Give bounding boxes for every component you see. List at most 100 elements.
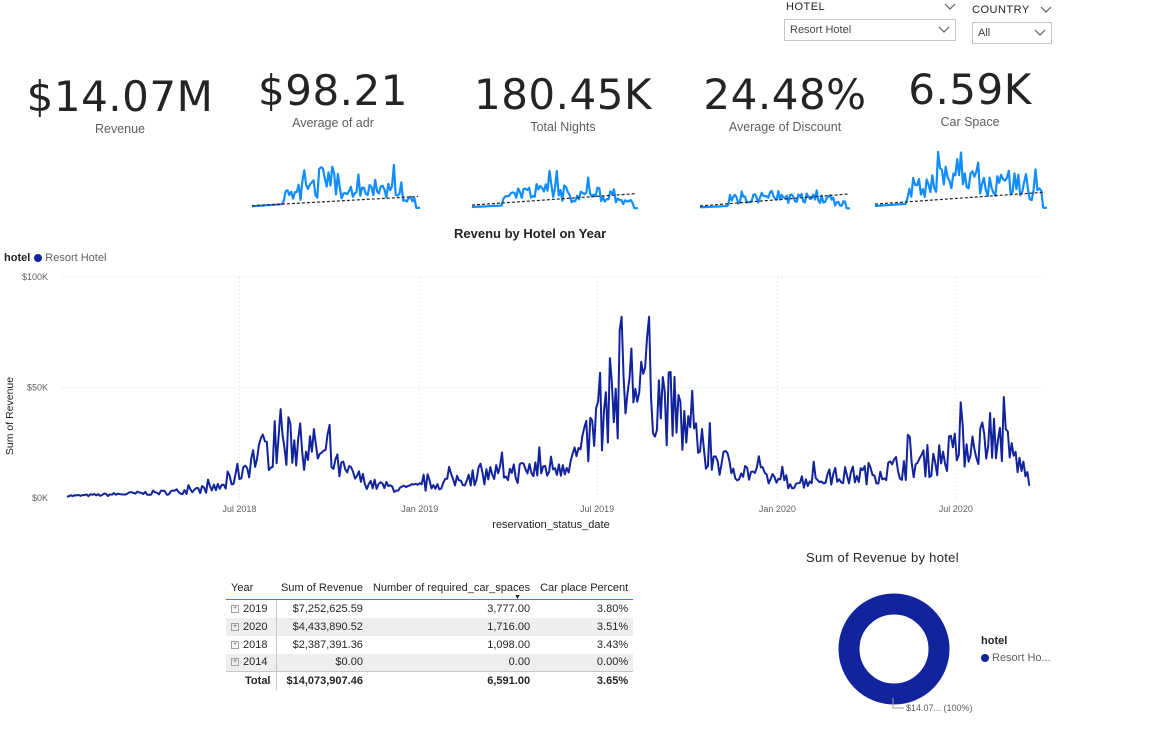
column-header-car-spaces-label: Number of required_car_spaces — [372, 582, 531, 594]
expand-icon[interactable]: + — [231, 622, 239, 631]
sparkline-series — [874, 150, 1047, 209]
chevron-down-icon[interactable] — [944, 3, 956, 11]
chevron-down-icon[interactable] — [1040, 6, 1052, 14]
car-percent-cell: 0.00% — [535, 653, 634, 672]
sparkline-trendline — [874, 191, 1046, 205]
chevron-down-icon — [1034, 29, 1046, 36]
hotel-slicer: HOTEL Resort Hotel — [784, 1, 956, 41]
car-percent-cell: 3.51% — [535, 617, 634, 636]
expand-icon[interactable]: + — [231, 640, 239, 649]
total-label: Total — [226, 671, 277, 690]
year-value: 2020 — [243, 620, 268, 633]
donut-legend-title: hotel — [981, 635, 1008, 647]
sparkline-trendline — [251, 195, 419, 207]
column-header-car-spaces[interactable]: Number of required_car_spaces ▼ — [367, 579, 536, 601]
country-slicer-label: COUNTRY — [972, 4, 1030, 16]
country-slicer: COUNTRY All — [972, 4, 1052, 44]
x-axis-label: reservation_status_date — [492, 519, 609, 531]
revenue-cell: $0.00 — [276, 653, 368, 672]
expand-icon[interactable]: + — [231, 604, 239, 613]
chevron-down-icon — [938, 26, 950, 33]
revenue-cell: $7,252,625.59 — [292, 602, 363, 615]
sparkline-adr — [251, 163, 420, 209]
legend-marker — [34, 254, 43, 262]
year-cell: +2019 — [226, 599, 277, 618]
car-percent-cell: 3.43% — [596, 638, 629, 651]
x-tick-label: Jul 2019 — [580, 504, 614, 514]
year-cell: +2020 — [226, 617, 277, 636]
sparkline-series — [251, 163, 420, 209]
legend-marker — [981, 654, 989, 662]
sparkline-series — [471, 169, 638, 210]
hotel-dropdown[interactable]: Resort Hotel — [784, 19, 956, 41]
year-value: 2019 — [243, 602, 268, 615]
column-header-revenue[interactable]: Sum of Revenue — [276, 579, 368, 600]
car-spaces-cell: 0.00 — [367, 653, 536, 672]
line-chart-legend: hotel Resort Hotel — [4, 252, 106, 264]
kpi-label: Revenue — [94, 122, 146, 136]
table-row: +2018 $2,387,391.36 1,098.00 3.43% — [226, 635, 633, 654]
y-tick-label: $100K — [22, 272, 48, 282]
kpi-car-space: 6.59K Car Space — [870, 65, 1070, 130]
y-tick-label: $0K — [32, 493, 48, 503]
country-dropdown-value: All — [978, 27, 991, 39]
column-header-year[interactable]: Year — [226, 579, 276, 600]
x-tick-label: Jan 2019 — [401, 504, 438, 514]
sort-descending-icon: ▼ — [513, 594, 521, 601]
table-row: +2014 $0.00 0.00 0.00% — [226, 653, 634, 672]
year-value: 2018 — [243, 638, 268, 651]
table-row: +2020 $4,433,890.52 1,716.00 3.51% — [226, 617, 634, 636]
kpi-revenue: $14.07M Revenue — [20, 72, 220, 137]
table-header-row: Year Sum of Revenue Number of required_c… — [226, 579, 634, 601]
x-tick-label: Jan 2020 — [759, 504, 796, 514]
kpi-value: 6.59K — [908, 65, 1032, 114]
kpi-label: Total Nights — [530, 120, 596, 134]
total-revenue: $14,073,907.46 — [276, 671, 368, 690]
car-spaces-cell: 1,098.00 — [487, 638, 531, 651]
car-percent-cell: 3.80% — [596, 602, 629, 615]
data-label-leader — [892, 698, 904, 709]
sparkline-discount — [699, 189, 850, 210]
revenue-cell: $4,433,890.52 — [276, 617, 368, 636]
donut-chart-title: Sum of Revenue by hotel — [806, 550, 959, 565]
kpi-value: 180.45K — [473, 70, 652, 119]
kpi-label: Average of adr — [292, 116, 374, 130]
expand-icon[interactable]: + — [231, 658, 239, 667]
donut-legend-item[interactable]: Resort Ho... — [981, 652, 1051, 664]
series-line-resort-hotel — [66, 315, 1031, 498]
y-axis-label: Sum of Revenue — [4, 377, 16, 455]
kpi-average-discount: 24.48% Average of Discount — [685, 71, 885, 135]
kpi-average-adr: $98.21 Average of adr — [233, 66, 433, 131]
hotel-slicer-label: HOTEL — [786, 1, 826, 13]
donut-slice-resort-hotel[interactable] — [838, 593, 950, 705]
kpi-label: Car Space — [940, 115, 1000, 129]
revenue-cell: $2,387,391.36 — [292, 638, 363, 651]
hotel-dropdown-value: Resort Hotel — [790, 24, 852, 36]
donut-legend: hotel Resort Ho... — [981, 635, 1051, 664]
year-cell: +2018 — [226, 635, 277, 654]
year-cell: +2014 — [226, 653, 277, 672]
revenue-line-chart: $100K $50K $0K Jul 2018 Jan 2019 Jul 2019 Jan … — [4, 272, 1045, 531]
total-car-percent: 3.65% — [535, 671, 634, 690]
car-spaces-cell: 3,777.00 — [487, 602, 531, 615]
sparkline-trendline — [471, 193, 637, 206]
country-dropdown[interactable]: All — [972, 22, 1052, 44]
table-total-row: Total $14,073,907.46 6,591.00 3.65% — [226, 671, 634, 690]
y-tick-label: $50K — [27, 383, 48, 393]
kpi-value: $98.21 — [258, 66, 408, 115]
x-tick-label: Jul 2018 — [222, 504, 256, 514]
car-spaces-cell: 1,716.00 — [367, 617, 536, 636]
revenue-table: Year Sum of Revenue Number of required_c… — [226, 579, 634, 690]
sparkline-series — [699, 189, 850, 210]
legend-title: hotel — [4, 252, 31, 264]
year-value: 2014 — [243, 656, 268, 669]
kpi-total-nights: 180.45K Total Nights — [463, 70, 663, 135]
donut-data-label: $14.07... (100%) — [906, 703, 973, 713]
total-car-spaces: 6,591.00 — [367, 671, 536, 690]
line-chart-title: Revenu by Hotel on Year — [454, 226, 607, 241]
sparkline-car-space — [874, 150, 1047, 209]
column-header-car-percent[interactable]: Car place Percent — [535, 579, 634, 600]
legend-item-resort-hotel[interactable]: Resort Hotel — [45, 252, 107, 264]
sparkline-nights — [471, 169, 638, 210]
kpi-value: $14.07M — [26, 72, 214, 121]
